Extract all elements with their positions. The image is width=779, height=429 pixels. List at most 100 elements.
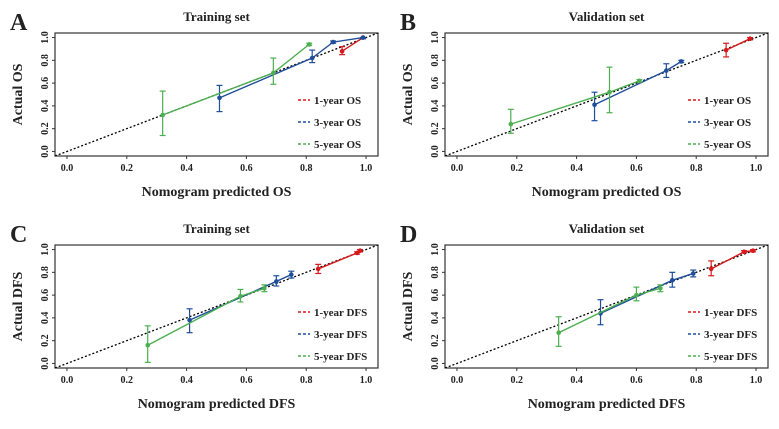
y-tick-label: 1.0 [40, 243, 51, 256]
x-tick-label: 0.6 [630, 375, 643, 386]
x-axis-label: Nomogram predicted OS [532, 185, 682, 200]
data-point [723, 47, 729, 53]
legend-label-5-year: 5-year DFS [704, 351, 757, 363]
legend-label-3-year: 3-year DFS [704, 329, 757, 341]
plot-area [445, 245, 768, 368]
panel-title: Training set [183, 9, 250, 24]
x-tick-label: 0.6 [240, 375, 253, 386]
data-point [330, 39, 336, 45]
x-tick-label: 0.2 [121, 375, 134, 386]
series-line [510, 80, 640, 125]
data-point [678, 59, 684, 64]
x-tick-label: 0.8 [300, 375, 313, 386]
y-tick-label: 0.2 [430, 122, 441, 135]
x-tick-label: 1.0 [750, 375, 763, 386]
x-tick-label: 1.0 [360, 163, 373, 174]
data-point [747, 36, 753, 41]
data-point [741, 249, 747, 255]
legend-label-5-year: 5-year OS [314, 139, 361, 151]
panel-b: B Validation set 0.0 0.2 0.4 0.6 0.8 1.0 0.0 0.2 0… [400, 9, 769, 200]
y-tick-label: 0.4 [40, 100, 51, 113]
y-tick-label: 0.6 [430, 77, 441, 90]
x-axis-label: Nomogram predicted DFS [138, 397, 296, 412]
legend-label-5-year: 5-year OS [704, 139, 751, 151]
y-tick-label: 0.0 [40, 357, 51, 370]
series-1-year [315, 248, 364, 275]
y-tick-label: 0.6 [40, 77, 51, 90]
x-tick-label: 0.4 [180, 163, 193, 174]
y-tick-label: 0.2 [430, 334, 441, 347]
series-line [341, 36, 364, 52]
series-line [558, 287, 661, 334]
y-tick-label: 1.0 [40, 31, 51, 44]
data-point [262, 285, 267, 291]
y-axis-label: Actual DFS [11, 271, 26, 341]
panel-d: D Validation set 0.0 0.2 0.4 0.6 0.8 1.0 0.0 0.2 0… [400, 221, 769, 412]
series-5-year [507, 66, 643, 134]
x-axis-label: Nomogram predicted OS [142, 185, 292, 200]
panel-letter: A [10, 10, 28, 36]
data-point [360, 35, 366, 40]
x-tick-label: 0.4 [570, 375, 583, 386]
panel-title: Validation set [569, 9, 645, 24]
y-tick-label: 1.0 [430, 31, 441, 44]
y-tick-label: 0.4 [40, 312, 51, 325]
series-line [594, 60, 682, 106]
panel-letter: B [400, 10, 416, 36]
y-tick-label: 0.2 [40, 334, 51, 347]
series-line [725, 38, 751, 51]
panel-c: C Training set 0.0 0.2 0.4 0.6 0.8 1.0 0.0 0.2 0.4… [10, 221, 379, 412]
legend-label-1-year: 1-year DFS [704, 307, 757, 319]
y-tick-label: 0.4 [430, 312, 441, 325]
data-point [187, 317, 192, 323]
legend-label-1-year: 1-year OS [314, 95, 361, 107]
legend-label-3-year: 3-year DFS [314, 329, 367, 341]
series-5-year [144, 284, 268, 363]
x-tick-label: 1.0 [750, 163, 763, 174]
x-tick-label: 0.4 [180, 375, 193, 386]
data-point [339, 48, 345, 54]
data-point [145, 342, 151, 348]
plot-area [55, 33, 378, 156]
panel-letter: C [10, 222, 27, 248]
series-1-year [723, 36, 754, 58]
x-tick-label: 0.0 [61, 375, 74, 386]
y-tick-label: 0.2 [40, 122, 51, 135]
x-tick-label: 0.6 [240, 163, 253, 174]
x-tick-label: 0.4 [570, 163, 583, 174]
data-point [315, 266, 321, 272]
data-point [238, 293, 243, 299]
data-point [271, 70, 276, 76]
y-tick-label: 0.8 [40, 266, 51, 278]
panel-a: A Training set 0.0 0.2 0.4 0.6 0.8 1.0 0.0 0.2 0.4… [10, 9, 379, 200]
y-tick-label: 0.6 [40, 289, 51, 302]
series-3-year [216, 35, 367, 113]
y-tick-label: 0.8 [430, 54, 441, 66]
panel-letter: D [400, 222, 417, 248]
data-point [288, 272, 294, 277]
data-point [274, 279, 279, 284]
legend-label-3-year: 3-year OS [314, 117, 361, 129]
data-point [217, 95, 222, 101]
data-point [309, 55, 315, 61]
data-point [664, 68, 669, 73]
panel-title: Training set [183, 221, 250, 236]
panel-title: Validation set [569, 221, 645, 236]
plot-frame [54, 244, 379, 369]
y-tick-label: 0.0 [430, 145, 441, 158]
series-3-year [591, 59, 685, 122]
data-point [607, 89, 612, 95]
plot-frame [444, 244, 769, 369]
x-axis-label: Nomogram predicted DFS [528, 397, 686, 412]
series-line [600, 272, 694, 314]
x-tick-label: 0.0 [61, 163, 74, 174]
y-axis-label: Actual DFS [401, 271, 416, 341]
y-tick-label: 0.0 [430, 357, 441, 370]
x-tick-label: 0.2 [511, 375, 524, 386]
series-line [219, 36, 364, 99]
y-tick-label: 0.8 [430, 266, 441, 278]
x-tick-label: 0.0 [451, 375, 464, 386]
series-line [147, 287, 265, 346]
x-tick-label: 0.6 [630, 163, 643, 174]
x-tick-label: 0.0 [451, 163, 464, 174]
